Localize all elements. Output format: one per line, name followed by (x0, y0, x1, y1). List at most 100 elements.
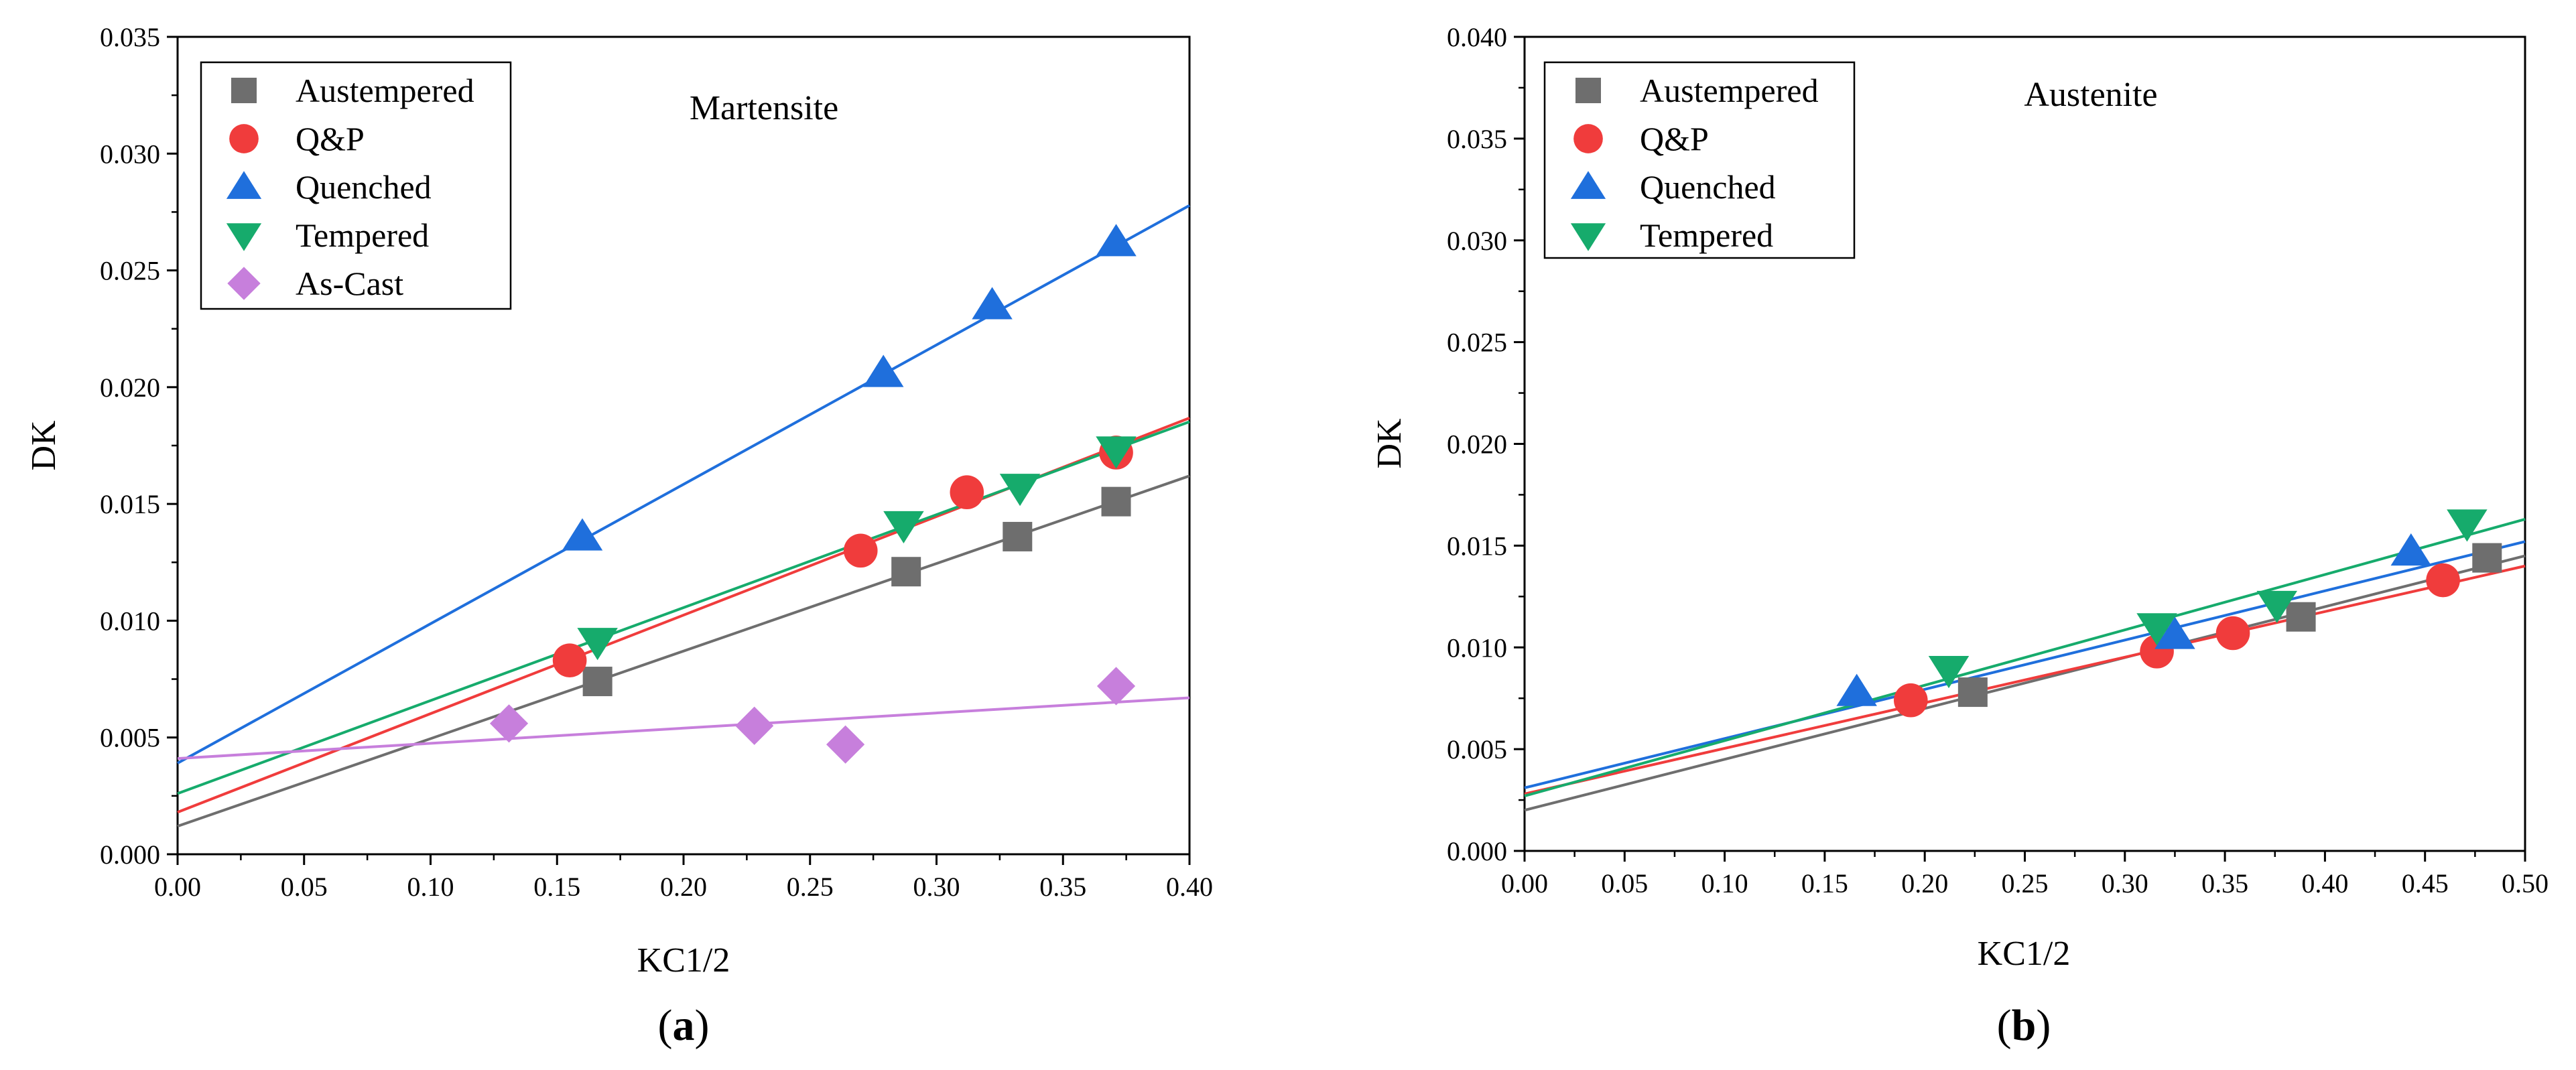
legend-marker (229, 124, 259, 153)
legend-marker (1570, 223, 1606, 251)
panel-label-letter: a (673, 1001, 695, 1050)
x-tick-label: 0.40 (2301, 868, 2348, 898)
x-tick-label: 0.05 (281, 872, 328, 902)
y-tick-label: 0.000 (1447, 836, 1507, 866)
data-point-q-p (1893, 683, 1928, 718)
fit-line-austempered (1524, 554, 2526, 812)
legend-martensite: Austempered Q&P Quenched Tempered As-Cast (200, 61, 512, 310)
x-tick-label: 0.35 (2201, 868, 2248, 898)
y-axis-title-martensite: DK (25, 420, 63, 471)
data-point-austempered (1957, 677, 1988, 708)
legend-entries-martensite: Austempered Q&P Quenched Tempered As-Cast (226, 72, 474, 302)
x-tick-label: 0.00 (1501, 868, 1548, 898)
data-point-quenched (1096, 224, 1137, 257)
fit-line-quenched (1524, 540, 2526, 789)
legend-marker (1570, 171, 1606, 199)
data-point-tempered (883, 511, 924, 544)
y-tick-label: 0.010 (100, 606, 160, 636)
data-points-martensite (489, 224, 1137, 764)
y-tick-label: 0.035 (1447, 124, 1507, 154)
y-tick-label: 0.020 (1447, 429, 1507, 460)
data-point-tempered (1928, 656, 1970, 689)
legend-marker (227, 267, 261, 300)
fit-line-quenched (177, 204, 1190, 764)
axes-austenite: 0.00 0.05 0.10 0.15 0.20 0.25 0.30 0.35 0.40 0.45… (1447, 22, 2549, 898)
legend-label: Q&P (1640, 120, 1709, 157)
data-point-tempered (1096, 436, 1137, 469)
data-point-quenched (1836, 673, 1877, 706)
data-point-tempered (2256, 590, 2297, 623)
legend-label: Austempered (1640, 72, 1819, 109)
legend-label: As-Cast (296, 265, 403, 302)
data-point-quenched (562, 518, 603, 551)
legend-label: Quenched (1640, 168, 1776, 206)
legend-marker (226, 223, 262, 251)
legend-label: Tempered (296, 216, 429, 254)
data-point-quenched (2390, 533, 2432, 566)
legend-label: Tempered (1640, 216, 1773, 254)
y-tick-label: 0.005 (100, 723, 160, 753)
legend-marker (1575, 78, 1601, 103)
y-tick-label: 0.020 (100, 373, 160, 403)
x-tick-label: 0.20 (1901, 868, 1948, 898)
chart-panel-austenite: 0.00 0.05 0.10 0.15 0.20 0.25 0.30 0.35 0.40 0.45… (1370, 22, 2549, 1050)
data-point-austempered (582, 667, 613, 697)
data-point-as-cast (489, 704, 529, 743)
data-point-austempered (2286, 602, 2316, 632)
data-point-q-p (2426, 563, 2460, 598)
x-tick-label: 0.00 (154, 872, 201, 902)
legend-entries-austenite: Austempered Q&P Quenched Tempered (1570, 72, 1819, 254)
y-tick-label: 0.005 (1447, 734, 1507, 764)
x-tick-label: 0.35 (1039, 872, 1086, 902)
x-tick-label: 0.15 (1801, 868, 1848, 898)
x-tick-label: 0.30 (913, 872, 960, 902)
annotation-martensite: Martensite (690, 89, 838, 127)
panel-label-open: ( (658, 1001, 673, 1050)
axes-martensite: 0.00 0.05 0.10 0.15 0.20 0.25 0.30 0.35 0.40 0.00… (100, 22, 1213, 902)
y-tick-label: 0.015 (100, 489, 160, 519)
data-point-quenched (2154, 616, 2195, 649)
y-tick-label: 0.025 (1447, 328, 1507, 358)
data-point-as-cast (735, 706, 774, 745)
x-tick-label: 0.25 (2002, 868, 2049, 898)
y-tick-label: 0.000 (100, 840, 160, 870)
panel-label-letter: b (2012, 1001, 2037, 1050)
data-point-tempered (2136, 613, 2177, 646)
y-tick-label: 0.040 (1447, 22, 1507, 52)
data-point-q-p (843, 533, 878, 568)
panel-label-a: (a) (658, 1001, 710, 1050)
x-tick-label: 0.10 (1701, 868, 1748, 898)
x-tick-label: 0.15 (533, 872, 580, 902)
data-point-as-cast (826, 725, 865, 764)
data-point-quenched (972, 287, 1013, 320)
data-point-q-p (950, 475, 984, 510)
legend-marker (226, 171, 262, 199)
x-axis-title-austenite: KC1/2 (1978, 935, 2071, 973)
y-tick-label: 0.035 (100, 22, 160, 52)
y-tick-label: 0.025 (100, 256, 160, 286)
panel-label-b: (b) (1997, 1001, 2051, 1050)
x-tick-label: 0.40 (1166, 872, 1213, 902)
x-tick-label: 0.50 (2502, 868, 2549, 898)
y-tick-label: 0.015 (1447, 531, 1507, 561)
x-tick-label: 0.45 (2402, 868, 2449, 898)
data-point-austempered (891, 557, 921, 587)
x-axis-title-martensite: KC1/2 (637, 941, 730, 980)
legend-marker (1573, 124, 1603, 153)
panel-label-close: ) (2036, 1001, 2051, 1050)
fit-line-as-cast (177, 696, 1190, 760)
fit-line-q-p (1524, 564, 2526, 795)
legend-label: Quenched (296, 168, 432, 206)
panel-label-close: ) (695, 1001, 710, 1050)
x-tick-label: 0.25 (787, 872, 834, 902)
y-tick-label: 0.010 (1447, 632, 1507, 663)
data-points-austenite (1836, 509, 2502, 718)
chart-panel-martensite: 0.00 0.05 0.10 0.15 0.20 0.25 0.30 0.35 0.40 0.00… (25, 22, 1213, 1050)
x-tick-label: 0.10 (407, 872, 454, 902)
x-tick-label: 0.20 (660, 872, 707, 902)
data-point-tempered (2447, 509, 2488, 542)
data-point-as-cast (1096, 667, 1136, 706)
legend-austenite: Austempered Q&P Quenched Tempered (1543, 61, 1856, 259)
data-point-austempered (2472, 543, 2502, 573)
legend-label: Q&P (296, 120, 365, 157)
